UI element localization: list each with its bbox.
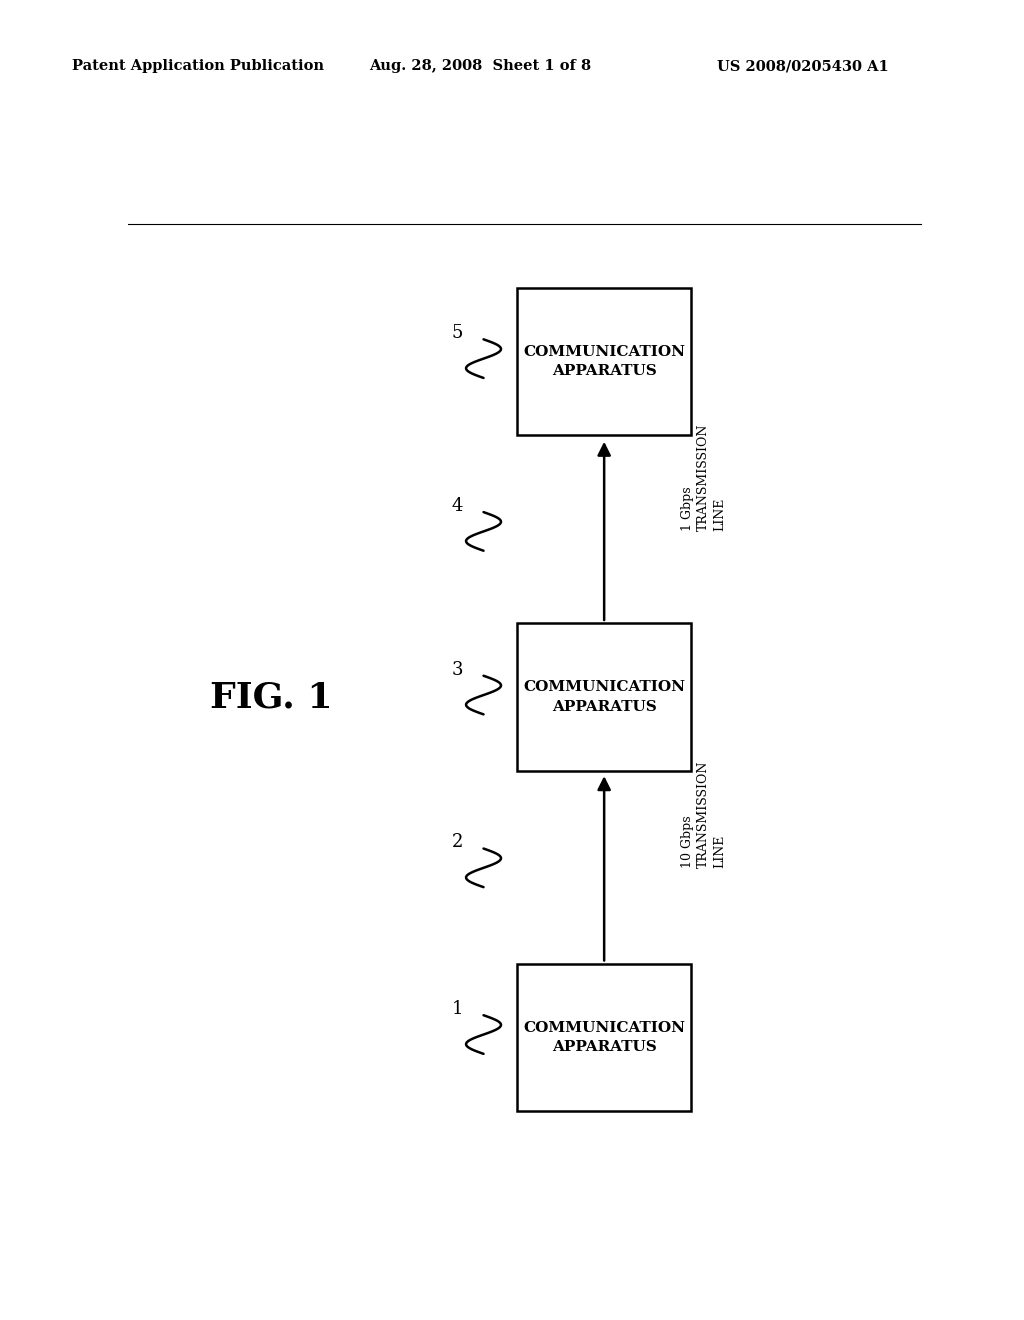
Text: 1: 1: [452, 1001, 463, 1018]
Text: COMMUNICATION
APPARATUS: COMMUNICATION APPARATUS: [523, 345, 685, 379]
Text: Aug. 28, 2008  Sheet 1 of 8: Aug. 28, 2008 Sheet 1 of 8: [369, 59, 591, 74]
Bar: [517, 623, 691, 771]
Text: 1 Gbps
TRANSMISSION
LINE: 1 Gbps TRANSMISSION LINE: [681, 424, 726, 532]
Bar: [517, 288, 691, 436]
Bar: [517, 964, 691, 1111]
Text: FIG. 1: FIG. 1: [210, 680, 332, 714]
Text: US 2008/0205430 A1: US 2008/0205430 A1: [717, 59, 889, 74]
Text: 3: 3: [452, 660, 463, 678]
Text: 4: 4: [452, 498, 463, 515]
Text: COMMUNICATION
APPARATUS: COMMUNICATION APPARATUS: [523, 1020, 685, 1055]
Text: 10 Gbps
TRANSMISSION
LINE: 10 Gbps TRANSMISSION LINE: [681, 760, 726, 867]
Text: 5: 5: [452, 325, 463, 342]
Text: 2: 2: [452, 833, 463, 851]
Text: COMMUNICATION
APPARATUS: COMMUNICATION APPARATUS: [523, 680, 685, 714]
Text: Patent Application Publication: Patent Application Publication: [72, 59, 324, 74]
